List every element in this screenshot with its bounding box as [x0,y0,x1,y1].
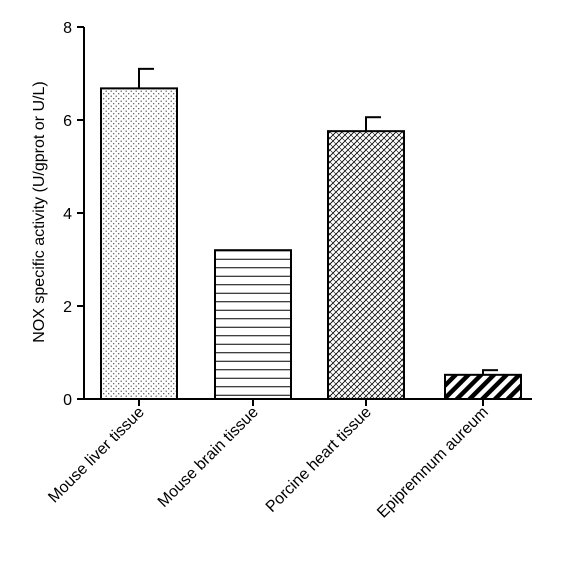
x-category-label: Porcine heart tissue [263,404,375,516]
y-axis: 0 2 4 6 8 [63,20,85,409]
y-ticks: 0 2 4 6 8 [63,20,84,409]
bar [327,130,405,400]
x-labels: Mouse liver tissue Mouse brain tissue Porc… [45,399,492,521]
x-category-label: Mouse liver tissue [45,404,148,507]
y-tick-label: 0 [63,392,72,409]
bar [214,249,292,400]
bar [100,87,178,400]
y-tick-label: 4 [63,206,72,223]
x-category-label: Mouse brain tissue [155,404,262,511]
x-category-label: Epipremnum aureum [374,404,492,522]
x-axis: Mouse liver tissue Mouse brain tissue Porc… [45,398,532,521]
y-tick-label: 6 [63,113,72,130]
y-tick-label: 2 [63,299,72,316]
y-axis-title: NOX specific activity (U/gprot or U/L) [31,81,48,342]
plot-area [100,67,522,401]
bar [444,373,522,401]
y-tick-label: 8 [63,20,72,37]
